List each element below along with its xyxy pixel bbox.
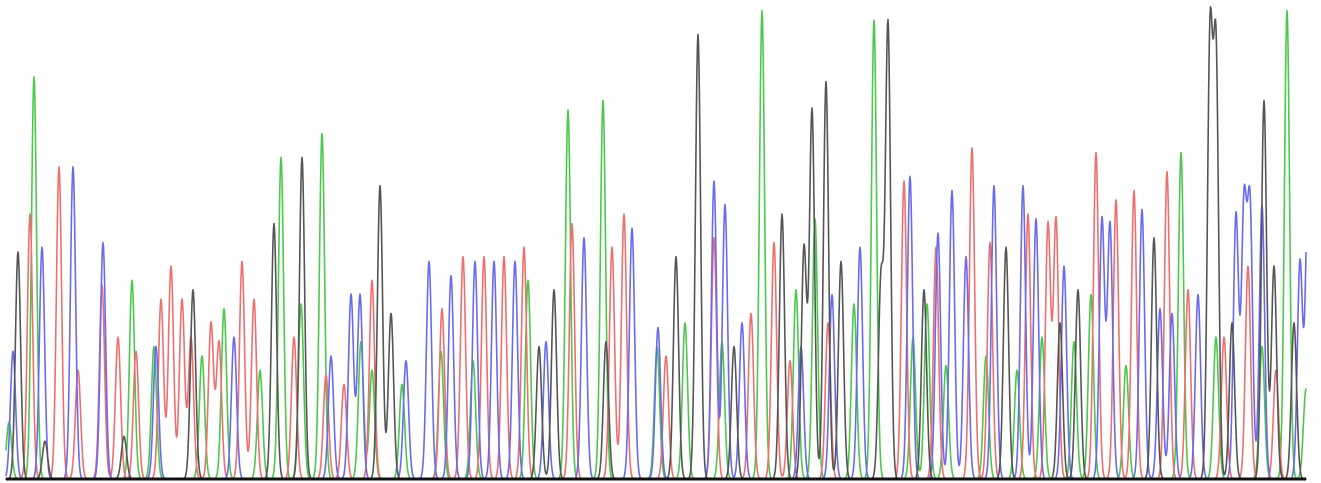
trace-group xyxy=(5,6,1307,480)
trace-1 xyxy=(5,147,1307,480)
